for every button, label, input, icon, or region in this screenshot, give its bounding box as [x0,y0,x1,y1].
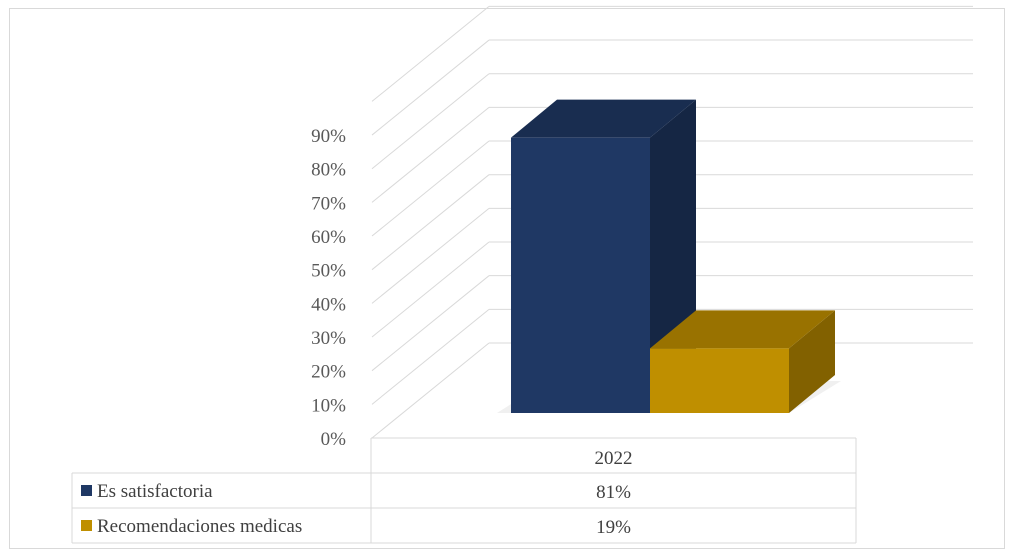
grid-line-diagonal [371,207,490,304]
grid-line-diagonal [371,308,490,405]
bar-front-face [511,137,650,413]
bar-recomendaciones-medicas [650,310,835,413]
grid-line-diagonal [371,106,490,203]
data-table: 2022 Es satisfactoria 81% Recomendaciones m… [71,437,857,544]
grid-line-diagonal [371,73,490,170]
y-tick-label: 60% [311,227,346,248]
grid-line-diagonal [371,342,490,439]
grid-line-diagonal [371,241,490,338]
legend-entry: Recomendaciones medicas [97,516,302,537]
bar-top-face [511,99,696,138]
y-axis-tick-labels: 0% 10% 20% 30% 40% 50% 60% 70% 80% 90% [311,126,346,450]
grid-line-diagonal [371,6,490,102]
bar-front-face [650,348,789,413]
y-tick-label: 50% [311,261,346,282]
bars [497,99,841,413]
grid-line-diagonal [371,39,490,136]
y-tick-label: 90% [311,126,346,147]
y-tick-label: 0% [321,429,347,450]
legend-key [81,520,92,531]
y-tick-label: 20% [311,362,346,383]
y-tick-label: 70% [311,193,346,214]
y-tick-label: 10% [311,395,346,416]
bar-top-face [650,310,835,349]
y-tick-label: 30% [311,328,346,349]
y-tick-label: 80% [311,160,346,181]
bar-side-face [789,310,835,413]
chart-frame [9,8,1005,549]
legend-entry: Es satisfactoria [97,481,213,502]
data-label: 19% [596,517,631,538]
grid-line-diagonal [371,174,490,271]
data-label: 81% [596,482,631,503]
legend-key [81,485,92,496]
grid-line-diagonal [371,275,490,372]
y-tick-label: 40% [311,294,346,315]
grid-line-diagonal [371,140,490,237]
category-label: 2022 [595,448,633,469]
